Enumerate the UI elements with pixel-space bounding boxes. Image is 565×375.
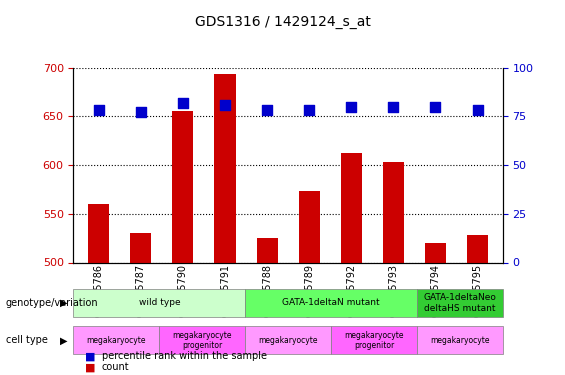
Text: megakaryocyte: megakaryocyte: [258, 336, 318, 345]
Point: [473, 107, 482, 113]
Text: ■: ■: [85, 363, 95, 372]
Text: ■: ■: [85, 351, 95, 361]
Bar: [172, 111, 193, 375]
Text: count: count: [102, 363, 129, 372]
Bar: [215, 74, 236, 375]
Point: [179, 100, 188, 106]
Point: [305, 107, 314, 113]
Bar: [467, 235, 488, 375]
Text: GDS1316 / 1429124_s_at: GDS1316 / 1429124_s_at: [194, 15, 371, 29]
Point: [347, 104, 356, 110]
Text: wild type: wild type: [138, 298, 180, 307]
Point: [136, 110, 145, 116]
Text: megakaryocyte
progenitor: megakaryocyte progenitor: [172, 331, 232, 350]
Text: megakaryocyte
progenitor: megakaryocyte progenitor: [344, 331, 404, 350]
Text: percentile rank within the sample: percentile rank within the sample: [102, 351, 267, 361]
Point: [431, 104, 440, 110]
Point: [94, 107, 103, 113]
Bar: [131, 233, 151, 375]
Text: cell type: cell type: [6, 335, 47, 345]
Text: megakaryocyte: megakaryocyte: [86, 336, 146, 345]
Bar: [88, 204, 109, 375]
Text: ▶: ▶: [60, 298, 68, 308]
Point: [263, 107, 272, 113]
Text: genotype/variation: genotype/variation: [6, 298, 98, 308]
Bar: [341, 153, 362, 375]
Point: [389, 104, 398, 110]
Text: ▶: ▶: [60, 335, 68, 345]
Text: megakaryocyte: megakaryocyte: [430, 336, 490, 345]
Point: [220, 102, 229, 108]
Bar: [257, 238, 277, 375]
Bar: [383, 162, 404, 375]
Bar: [299, 191, 320, 375]
Text: GATA-1deltaNeo
deltaHS mutant: GATA-1deltaNeo deltaHS mutant: [424, 293, 496, 312]
Bar: [425, 243, 446, 375]
Text: GATA-1deltaN mutant: GATA-1deltaN mutant: [282, 298, 380, 307]
